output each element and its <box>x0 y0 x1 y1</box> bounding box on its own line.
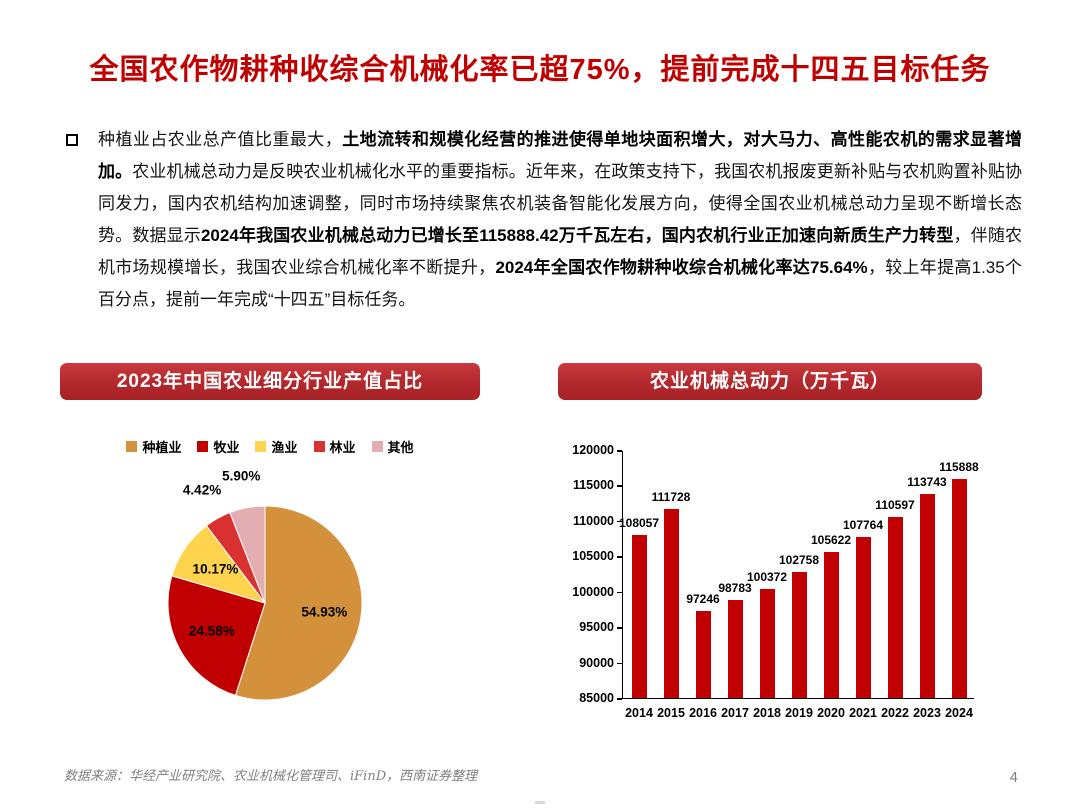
pie-data-label: 54.93% <box>301 604 348 620</box>
paragraph-segment: 土地流转和规模化经营的推进使得单地块面积增大，对大马力、高性能农机的需求显著增加… <box>98 130 1023 181</box>
bar-data-label: 102758 <box>778 553 820 568</box>
pie-slice-其他 <box>229 505 266 604</box>
y-axis-tick-mark <box>617 520 622 523</box>
x-axis-tick-label: 2016 <box>689 706 717 720</box>
bar-2019 <box>791 572 807 698</box>
pie-data-label: 4.42% <box>182 482 222 498</box>
y-axis-tick-label: 115000 <box>572 478 614 493</box>
bar-2018 <box>759 589 775 698</box>
y-axis-tick-label: 110000 <box>572 513 614 528</box>
x-axis-tick-label: 2017 <box>721 706 749 720</box>
pie-chart-panel: 2023年中国农业细分行业产值占比 种植业 牧业 渔业 林业 其他 54.93% 24.5… <box>60 363 480 783</box>
y-axis-tick-mark <box>617 591 622 594</box>
y-axis-tick-label: 85000 <box>579 691 614 705</box>
bar-2023 <box>919 494 935 698</box>
legend-item: 牧业 <box>197 437 239 456</box>
legend-item: 渔业 <box>255 437 298 456</box>
bar-data-label: 110597 <box>875 497 915 512</box>
x-axis-tick-label: 2023 <box>913 706 941 720</box>
paragraph-segment: 2024年我国农业机械总动力已增长至115888.42万千瓦左右，国内农机行业正… <box>200 226 954 245</box>
y-axis-tick-mark <box>617 662 622 665</box>
legend-swatch <box>255 441 267 452</box>
legend-item: 其他 <box>371 437 414 456</box>
x-axis-tick-label: 2021 <box>849 706 877 720</box>
bar-2015 <box>663 508 679 698</box>
bar-2017 <box>727 600 743 698</box>
legend-swatch <box>126 441 138 452</box>
y-axis-tick-label: 100000 <box>572 584 614 599</box>
y-axis-tick-mark <box>617 627 622 629</box>
y-axis-tick-mark <box>617 485 622 487</box>
pie-slice-种植业 <box>234 505 363 701</box>
bar-data-label: 97246 <box>686 592 720 607</box>
bottom-dash <box>535 801 545 804</box>
legend-label: 种植业 <box>142 440 182 455</box>
legend-item: 林业 <box>313 437 356 456</box>
bar-2020 <box>823 551 839 698</box>
paragraph-segment: ，伴随农机市场规模增长，我国农业综合机械化率不断提升， <box>98 226 1023 277</box>
pie-slice-牧业 <box>167 575 266 697</box>
legend-label: 其他 <box>387 440 414 455</box>
bar-data-label: 100372 <box>746 570 788 585</box>
y-axis-tick-mark <box>617 450 622 452</box>
y-axis-tick-label: 90000 <box>579 655 614 670</box>
legend-label: 林业 <box>329 440 356 455</box>
bar-2016 <box>695 611 711 698</box>
x-axis-tick-label: 2020 <box>817 706 845 720</box>
x-axis-tick-label: 2014 <box>625 706 653 720</box>
body-paragraph: 种植业占农业总产值比重最大，土地流转和规模化经营的推进使得单地块面积增大，对大马… <box>98 124 1022 316</box>
y-axis-tick-label: 120000 <box>572 443 614 457</box>
bar-data-label: 105622 <box>810 532 852 547</box>
pie-data-label: 10.17% <box>192 561 239 577</box>
bar-data-label: 115888 <box>939 460 979 475</box>
legend-swatch <box>197 441 209 452</box>
paragraph-segment: 种植业占农业总产值比重最大， <box>98 130 343 149</box>
paragraph-segment: 农业机械总动力是反映农业机械化水平的重要指标。近年来，在政策支持下，我国农机报废… <box>98 162 1023 245</box>
bar-data-label: 107764 <box>842 517 884 532</box>
legend-swatch <box>371 441 383 452</box>
bar-chart-panel: 农业机械总动力（万千瓦） 108057 2014 111728 2015 97246 20… <box>558 363 982 783</box>
bar-2021 <box>855 536 871 698</box>
pie-legend: 种植业 牧业 渔业 林业 其他 <box>60 437 480 456</box>
y-axis-tick-mark <box>617 556 622 558</box>
y-axis-tick-label: 95000 <box>579 620 614 635</box>
paragraph-segment: ，较上年提高1.35个百分点，提前一年完成“十四五”目标任务。 <box>98 258 1022 309</box>
x-axis-tick-label: 2022 <box>881 706 909 720</box>
legend-swatch <box>313 441 325 452</box>
bar-2014 <box>631 534 647 698</box>
pie-chart: 54.93% 24.58% 10.17% 4.42% 5.90% <box>60 451 480 766</box>
page-title: 全国农作物耕种收综合机械化率已超75%，提前完成十四五目标任务 <box>89 54 991 86</box>
pie-chart-title: 2023年中国农业细分行业产值占比 <box>60 363 480 400</box>
bullet-square-icon <box>66 134 78 146</box>
bar-chart-plot: 108057 2014 111728 2015 97246 2016 98783 2017 10… <box>618 451 979 720</box>
bar-data-label: 111728 <box>651 489 691 504</box>
bar-chart: 108057 2014 111728 2015 97246 2016 98783 2017 10… <box>558 435 982 765</box>
bar-2024 <box>951 479 967 698</box>
body-block: 种植业占农业总产值比重最大，土地流转和规模化经营的推进使得单地块面积增大，对大马… <box>66 124 1022 316</box>
bar-data-label: 113743 <box>907 475 947 490</box>
bar-data-label: 98783 <box>718 581 752 596</box>
legend-label: 牧业 <box>213 440 240 455</box>
data-source-note: 数据来源：华经产业研究院、农业机械化管理司、iFinD，西南证券整理 <box>64 769 478 784</box>
legend-label: 渔业 <box>271 440 298 455</box>
x-axis-tick-label: 2019 <box>785 706 813 720</box>
pie-data-label: 5.90% <box>222 468 261 484</box>
x-axis-tick-label: 2018 <box>753 706 781 720</box>
y-axis-tick-mark <box>617 698 622 700</box>
bar-chart-title: 农业机械总动力（万千瓦） <box>558 363 982 400</box>
pie-svg <box>167 505 363 701</box>
page-number: 4 <box>1009 769 1018 786</box>
pie-data-label: 24.58% <box>188 623 235 639</box>
x-axis-tick-label: 2015 <box>657 706 685 720</box>
x-axis-tick-label: 2024 <box>945 706 973 720</box>
bar-data-label: 108057 <box>618 515 660 530</box>
y-axis-tick-label: 105000 <box>572 549 614 564</box>
legend-item: 种植业 <box>126 437 181 456</box>
paragraph-segment: 2024年全国农作物耕种收综合机械化率达75.64% <box>495 258 868 277</box>
bar-2022 <box>887 516 903 698</box>
